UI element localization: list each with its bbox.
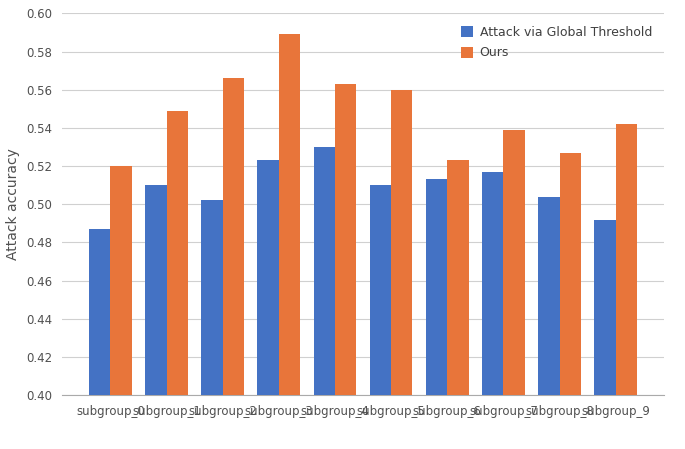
Bar [166,111,188,449]
Bar [391,90,412,449]
Bar [223,79,244,449]
Bar [560,153,581,449]
Y-axis label: Attack accuracy: Attack accuracy [6,148,21,260]
Bar [538,197,560,449]
Bar [426,180,447,449]
Bar [89,229,110,449]
Bar [595,220,616,449]
Bar [279,35,300,449]
Bar [314,147,335,449]
Bar [482,172,503,449]
Bar [145,185,166,449]
Bar [616,124,637,449]
Bar [370,185,391,449]
Bar [201,200,223,449]
Bar [447,160,469,449]
Legend: Attack via Global Threshold, Ours: Attack via Global Threshold, Ours [455,20,658,66]
Bar [335,84,356,449]
Bar [503,130,525,449]
Bar [258,160,279,449]
Bar [110,166,132,449]
